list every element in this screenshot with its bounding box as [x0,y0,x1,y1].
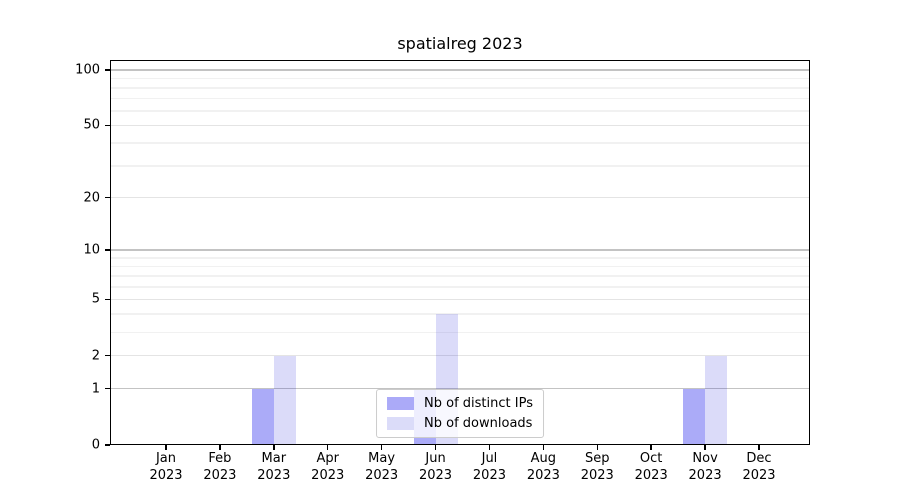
grid-line [110,387,810,390]
x-tick-label: Apr 2023 [311,451,345,483]
y-axis-tick [105,249,110,251]
x-axis-tick [165,445,167,450]
y-tick-label: 1 [91,381,100,397]
grid-line [110,110,810,112]
grid-line [110,142,810,144]
grid-line [110,354,810,357]
y-tick-label: 5 [91,291,100,307]
x-tick-label: Jun 2023 [418,451,453,483]
y-axis-tick [105,387,110,390]
x-axis-tick [326,445,329,450]
grid-line [110,275,810,277]
y-axis-tick [105,354,110,357]
grid-line [110,249,810,251]
legend-entry-distinct-ips: Nb of distinct IPs [387,396,533,411]
x-tick-label: Dec 2023 [742,451,776,483]
grid-line [110,286,810,288]
x-axis-tick [542,445,545,450]
x-axis-tick [758,445,760,450]
grid-line [110,69,810,71]
x-tick-label: Mar 2023 [257,451,291,483]
x-tick-label: Sep 2023 [580,451,614,483]
y-tick-label: 100 [75,62,100,78]
y-tick-label: 2 [91,348,100,364]
x-axis-tick [704,445,706,450]
y-axis-tick [105,69,110,71]
y-tick-label: 0 [91,437,100,453]
bar-downloads-mar [273,355,296,445]
x-axis-tick [650,445,652,450]
grid-line [110,124,810,127]
plot-area: Nb of distinct IPs Nb of downloads [110,60,810,445]
x-tick-label: Feb 2023 [203,451,237,483]
legend-label-distinct-ips: Nb of distinct IPs [424,396,533,411]
y-axis-tick [105,124,110,127]
y-tick-label: 50 [83,117,100,133]
y-axis-tick [105,196,110,199]
grid-line [110,77,810,80]
x-tick-label: May 2023 [365,451,399,483]
legend-label-downloads: Nb of downloads [424,416,533,431]
legend-entry-downloads: Nb of downloads [387,416,533,431]
x-axis-tick [596,445,599,450]
grid-line [110,97,810,100]
x-tick-label: Aug 2023 [526,451,560,483]
grid-line [110,165,810,167]
x-tick-label: Oct 2023 [634,451,668,483]
x-tick-label: Nov 2023 [688,451,722,483]
legend: Nb of distinct IPs Nb of downloads [376,389,544,438]
legend-swatch-distinct-ips [387,397,415,410]
x-axis-tick [380,445,383,450]
y-tick-label: 20 [83,190,100,205]
y-axis-tick [105,444,110,446]
bar-distinct-ips-mar [251,388,274,445]
x-axis-tick [273,445,275,450]
legend-swatch-downloads [387,417,415,430]
grid-line [110,196,810,199]
x-axis-tick [219,445,221,450]
y-tick-label: 10 [83,242,100,258]
bar-distinct-ips-nov [683,388,706,445]
bar-downloads-nov [705,355,728,445]
x-tick-label: Jan 2023 [149,451,183,483]
x-axis-tick [488,445,491,450]
y-axis-tick [105,298,110,301]
grid-line [110,265,810,268]
grid-line [110,257,810,259]
chart-title: spatialreg 2023 [397,34,523,53]
grid-line [110,331,810,334]
grid-line [110,298,810,301]
x-axis-tick [434,445,437,450]
grid-line [110,87,810,89]
grid-line [110,313,810,315]
x-tick-label: Jul 2023 [472,451,506,483]
